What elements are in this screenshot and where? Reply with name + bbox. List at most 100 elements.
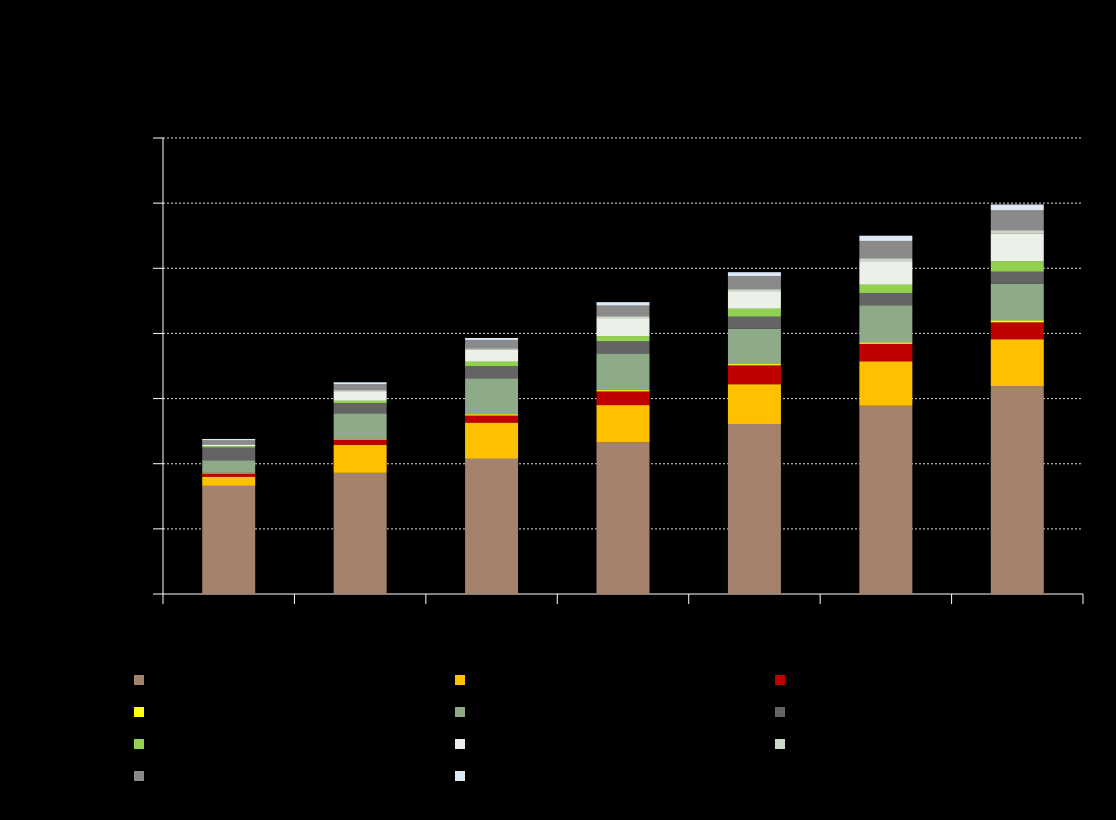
bar-segment [990, 320, 1044, 323]
bar-segment [333, 444, 387, 473]
legend-swatch [455, 675, 465, 685]
bar-segment [859, 258, 913, 262]
bar-segment [596, 305, 650, 317]
bar-segment [727, 291, 781, 309]
bar-stack [333, 382, 387, 594]
bar-segment [202, 446, 256, 448]
bar-segment [202, 438, 256, 441]
legend-swatch [775, 675, 785, 685]
bar-segment [727, 272, 781, 277]
bar-segment [465, 349, 519, 362]
bar-segment [202, 444, 256, 447]
bar-stack [596, 302, 650, 594]
bar-segment [859, 405, 913, 594]
bar-segment [727, 328, 781, 365]
bar-segment [202, 440, 256, 445]
bar-segment [333, 472, 387, 594]
bar-segment [333, 382, 387, 385]
bar-segment [465, 415, 519, 423]
bar-segment [465, 414, 519, 416]
bar-stack [202, 438, 256, 594]
bar-segment [596, 341, 650, 354]
legend-swatch [134, 707, 144, 717]
bar-segment [465, 337, 519, 340]
bar-segment [596, 353, 650, 391]
bar-segment [202, 460, 256, 473]
bar-stack [990, 204, 1044, 594]
bar-stack [727, 272, 781, 594]
bar-segment [333, 384, 387, 391]
legend-swatch [455, 739, 465, 749]
bar-segment [727, 276, 781, 290]
bar-segment [202, 444, 256, 445]
bar-segment [596, 405, 650, 443]
bar-segment [465, 361, 519, 366]
bar-segment [727, 423, 781, 594]
legend-swatch [455, 707, 465, 717]
bars [202, 204, 1044, 594]
bar-segment [859, 284, 913, 294]
bar-segment [859, 343, 913, 362]
bar-segment [465, 366, 519, 379]
bar-segment [990, 230, 1044, 234]
bar-segment [990, 210, 1044, 231]
bar-segment [990, 204, 1044, 211]
bar-segment [727, 316, 781, 329]
bar-stack [465, 337, 519, 594]
bar-segment [596, 442, 650, 594]
bar-segment [990, 322, 1044, 340]
bar-segment [990, 261, 1044, 272]
bar-segment [596, 318, 650, 337]
legend-swatch [134, 771, 144, 781]
bar-segment [859, 342, 913, 344]
bar-segment [727, 289, 781, 292]
legend-swatch [455, 771, 465, 781]
bar-stack [859, 235, 913, 594]
bar-segment [596, 390, 650, 392]
bar-segment [727, 384, 781, 424]
bar-segment [202, 447, 256, 461]
bar-segment [202, 472, 256, 474]
bar-segment [465, 378, 519, 415]
bar-segment [859, 293, 913, 306]
bar-segment [202, 485, 256, 594]
legend-swatch [775, 739, 785, 749]
bar-segment [333, 391, 387, 401]
bar-segment [727, 308, 781, 317]
bar-segment [596, 302, 650, 306]
bar-segment [990, 339, 1044, 387]
bar-segment [859, 361, 913, 406]
bar-segment [596, 316, 650, 319]
bar-segment [727, 364, 781, 366]
bar-segment [333, 403, 387, 414]
bar-segment [465, 339, 519, 349]
legend-swatch [775, 707, 785, 717]
bar-segment [727, 365, 781, 385]
legend-swatch [134, 675, 144, 685]
legend [134, 675, 785, 781]
bar-segment [465, 348, 519, 350]
bar-segment [333, 400, 387, 404]
bar-segment [465, 458, 519, 594]
bar-segment [596, 391, 650, 406]
bar-segment [990, 386, 1044, 594]
bar-segment [990, 233, 1044, 262]
bar-segment [333, 390, 387, 392]
bar-segment [596, 336, 650, 342]
bar-segment [333, 439, 387, 445]
bar-segment [859, 235, 913, 241]
bar-segment [859, 261, 913, 285]
bar-segment [990, 283, 1044, 321]
bar-segment [465, 422, 519, 459]
bar-segment [202, 476, 256, 486]
bar-segment [859, 240, 913, 259]
legend-swatch [134, 739, 144, 749]
bar-segment [990, 271, 1044, 284]
bar-segment [333, 413, 387, 439]
bar-segment [859, 305, 913, 343]
bar-segment [202, 473, 256, 477]
bar-segment [333, 438, 387, 440]
